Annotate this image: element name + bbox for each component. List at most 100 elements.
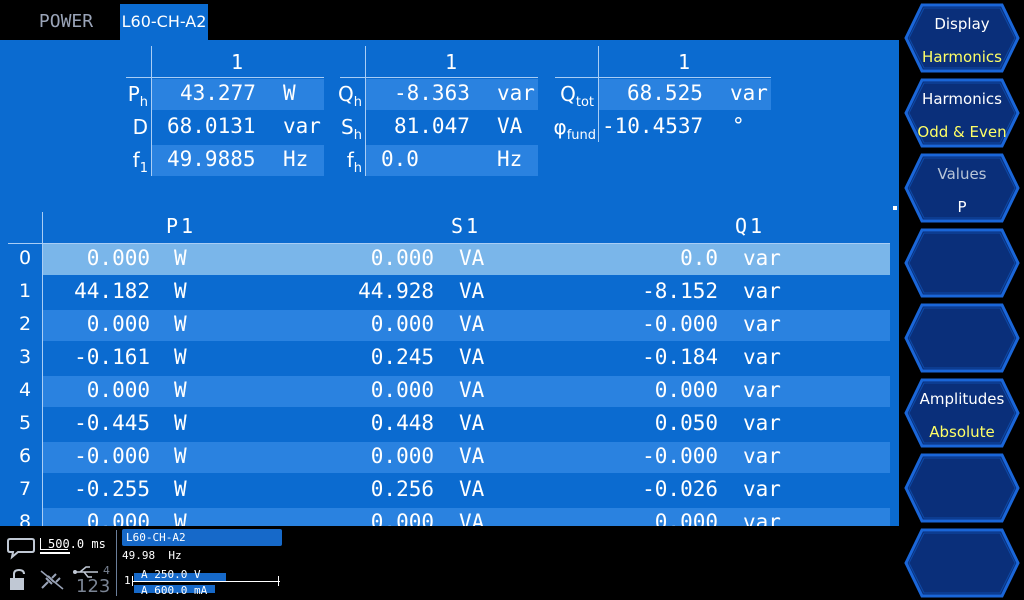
s-value: 0.245 xyxy=(370,345,434,369)
value-phi-fund: -10.4537 xyxy=(602,114,704,138)
s-unit: VA xyxy=(459,312,485,336)
softkey-button-7[interactable] xyxy=(904,453,1020,523)
harmonic-order: 2 xyxy=(18,313,32,335)
divider xyxy=(40,552,70,554)
softkey-button-3[interactable]: Values P xyxy=(904,153,1020,223)
p-unit: W xyxy=(174,246,187,270)
q-unit: var xyxy=(743,312,781,336)
plug-disconnected-icon xyxy=(40,570,64,590)
scroll-indicator[interactable] xyxy=(893,206,897,210)
row-background xyxy=(43,244,890,275)
divider xyxy=(151,46,152,176)
divider xyxy=(8,243,890,244)
voltage-range: A 250.0 V xyxy=(141,568,201,581)
table-row[interactable]: 4 0.000 W 0.000 VA 0.000 var xyxy=(0,376,890,409)
q-value: -0.184 xyxy=(642,345,718,369)
unit-qtot: var xyxy=(730,81,768,105)
table-row[interactable]: 2 0.000 W 0.000 VA -0.000 var xyxy=(0,310,890,343)
label-qh: Qh xyxy=(338,82,362,110)
digit-indicator-extra: 4 xyxy=(103,564,110,577)
range-scale-end xyxy=(278,576,279,586)
p-unit: W xyxy=(174,510,187,526)
p-value: -0.000 xyxy=(74,444,150,468)
p-unit: W xyxy=(174,378,187,402)
softkey-label: Display xyxy=(934,15,990,33)
hex-button-frame xyxy=(904,378,1020,448)
table-row[interactable]: 5 -0.445 W 0.448 VA 0.050 var xyxy=(0,409,890,442)
row-background xyxy=(43,442,890,473)
unit-f1: Hz xyxy=(283,147,309,171)
cycle-time: 500.0 ms xyxy=(48,537,106,551)
lock-open-icon[interactable] xyxy=(8,568,30,592)
divider xyxy=(116,530,117,596)
summary-header: 1 xyxy=(677,50,691,74)
hex-button-frame xyxy=(904,153,1020,223)
value-f1: 49.9885 xyxy=(167,147,256,171)
softkey-button-2[interactable]: Harmonics Odd & Even xyxy=(904,78,1020,148)
s-value: 0.256 xyxy=(370,477,434,501)
unit-sh: VA xyxy=(497,114,523,138)
p-value: -0.445 xyxy=(74,411,150,435)
softkey-value: Harmonics xyxy=(922,48,1002,66)
usb-icon xyxy=(73,566,98,578)
table-row[interactable]: 6 -0.000 W 0.000 VA -0.000 var xyxy=(0,442,890,475)
row-background xyxy=(43,310,890,341)
s-value: 0.448 xyxy=(370,411,434,435)
softkey-label: Harmonics xyxy=(922,90,1002,108)
tab-power[interactable]: POWER xyxy=(38,11,94,32)
p-unit: W xyxy=(174,477,187,501)
summary-header: 1 xyxy=(230,50,244,74)
divider xyxy=(126,77,324,78)
q-value: -0.000 xyxy=(642,444,718,468)
harmonics-power-panel: 1 Ph 43.277 W D 68.0131 var f1 49.9885 H… xyxy=(0,40,899,526)
softkey-button-6[interactable]: Amplitudes Absolute xyxy=(904,378,1020,448)
s-unit: VA xyxy=(459,477,485,501)
softkey-button-5[interactable] xyxy=(904,303,1020,373)
label-f1: f1 xyxy=(132,148,148,176)
tab-bar: POWER L60-CH-A2 xyxy=(0,0,900,40)
table-row[interactable]: 7 -0.255 W 0.256 VA -0.026 var xyxy=(0,475,890,508)
q-value: 0.000 xyxy=(654,378,718,402)
harmonic-order: 6 xyxy=(18,445,32,467)
softkey-value: P xyxy=(957,198,967,216)
table-row[interactable]: 1 44.182 W 44.928 VA -8.152 var xyxy=(0,277,890,310)
tab-l60-ch-a2[interactable]: L60-CH-A2 xyxy=(120,4,208,40)
softkey-button-1[interactable]: Display Harmonics xyxy=(904,3,1020,73)
p-value: -0.255 xyxy=(74,477,150,501)
row-background xyxy=(43,508,890,526)
softkey-button-4[interactable] xyxy=(904,228,1020,298)
p-value: 0.000 xyxy=(86,510,150,526)
table-row[interactable]: 3 -0.161 W 0.245 VA -0.184 var xyxy=(0,343,890,376)
softkey-value: Odd & Even xyxy=(917,123,1007,141)
channel-name-badge[interactable]: L60-CH-A2 xyxy=(122,529,282,546)
softkey-label: Amplitudes xyxy=(919,390,1005,408)
softkey-value: Absolute xyxy=(929,423,995,441)
p-value: -0.161 xyxy=(74,345,150,369)
table-row[interactable]: 8 0.000 W 0.000 VA 0.000 var xyxy=(0,508,890,526)
summary-row-bg xyxy=(366,145,538,176)
unit-phi-fund: ° xyxy=(732,114,745,138)
divider xyxy=(42,212,43,526)
range-scale xyxy=(132,581,280,582)
value-ph: 43.277 xyxy=(180,81,256,105)
hex-button-frame xyxy=(904,303,1020,373)
s-unit: VA xyxy=(459,378,485,402)
column-header-s1: S1 xyxy=(451,214,482,238)
p-value: 0.000 xyxy=(86,246,150,270)
harmonic-order: 5 xyxy=(18,412,32,434)
row-background xyxy=(43,376,890,407)
hex-button-frame xyxy=(904,528,1020,598)
unit-qh: var xyxy=(497,81,535,105)
message-icon[interactable] xyxy=(6,536,36,560)
softkey-button-8[interactable] xyxy=(904,528,1020,598)
q-value: -8.152 xyxy=(642,279,718,303)
q-value: -0.026 xyxy=(642,477,718,501)
s-unit: VA xyxy=(459,510,485,526)
value-fh: 0.0 xyxy=(381,147,419,171)
summary-row-bg xyxy=(599,79,771,110)
table-row[interactable]: 0 0.000 W 0.000 VA 0.0 var xyxy=(0,244,890,277)
label-qtot: Qtot xyxy=(560,82,594,110)
label-ph: Ph xyxy=(127,82,148,110)
hex-button-frame xyxy=(904,228,1020,298)
p-unit: W xyxy=(174,411,187,435)
